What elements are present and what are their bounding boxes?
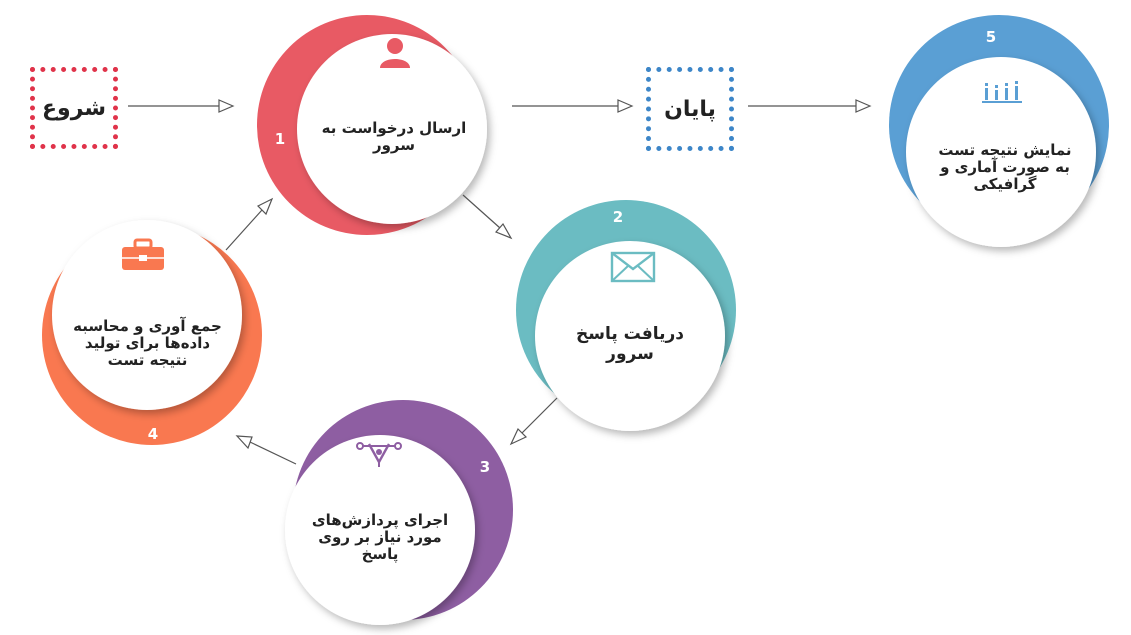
briefcase-icon bbox=[122, 238, 164, 270]
arrow-4-to-1 bbox=[225, 197, 274, 251]
end-box: پایان bbox=[646, 67, 734, 151]
envelope-icon bbox=[610, 251, 656, 283]
start-box: شروع bbox=[30, 67, 118, 149]
step-2-shape bbox=[516, 200, 736, 431]
step-4-label: جمع آوری و محاسبه داده‌ها برای تولید نتی… bbox=[73, 317, 222, 369]
step-5-label: نمایش نتیجه تست به صورت آماری و گرافیکی bbox=[938, 141, 1072, 193]
step-4-shape bbox=[42, 220, 262, 445]
user-icon bbox=[380, 38, 410, 68]
bar-chart-icon bbox=[982, 81, 1022, 103]
step-2-number: 2 bbox=[612, 208, 624, 226]
step-1-shape bbox=[257, 15, 487, 235]
step-3-shape bbox=[285, 400, 513, 625]
step-2-label: دریافت پاسخ سرور bbox=[575, 324, 685, 364]
step-3-label: اجرای پردازش‌های مورد نیاز بر روی پاسخ bbox=[311, 511, 449, 563]
arrow-start-to-1 bbox=[128, 99, 235, 113]
arrow-end-to-5 bbox=[748, 99, 872, 113]
step-5-shape bbox=[889, 15, 1109, 247]
start-label: شروع bbox=[41, 95, 107, 121]
step-4-number: 4 bbox=[147, 425, 159, 443]
arrows bbox=[128, 99, 872, 465]
vector-pen-icon bbox=[356, 442, 402, 467]
step-1-label: ارسال درخواست به سرور bbox=[321, 119, 467, 154]
step-5-number: 5 bbox=[985, 28, 997, 46]
end-label: پایان bbox=[664, 96, 716, 122]
arrow-2-to-3 bbox=[509, 397, 558, 446]
arrow-1-to-end bbox=[512, 99, 634, 113]
step-3-number: 3 bbox=[479, 458, 491, 476]
arrow-3-to-4 bbox=[235, 435, 297, 465]
step-1-number: 1 bbox=[274, 130, 286, 148]
arrow-1-to-2 bbox=[462, 194, 513, 240]
